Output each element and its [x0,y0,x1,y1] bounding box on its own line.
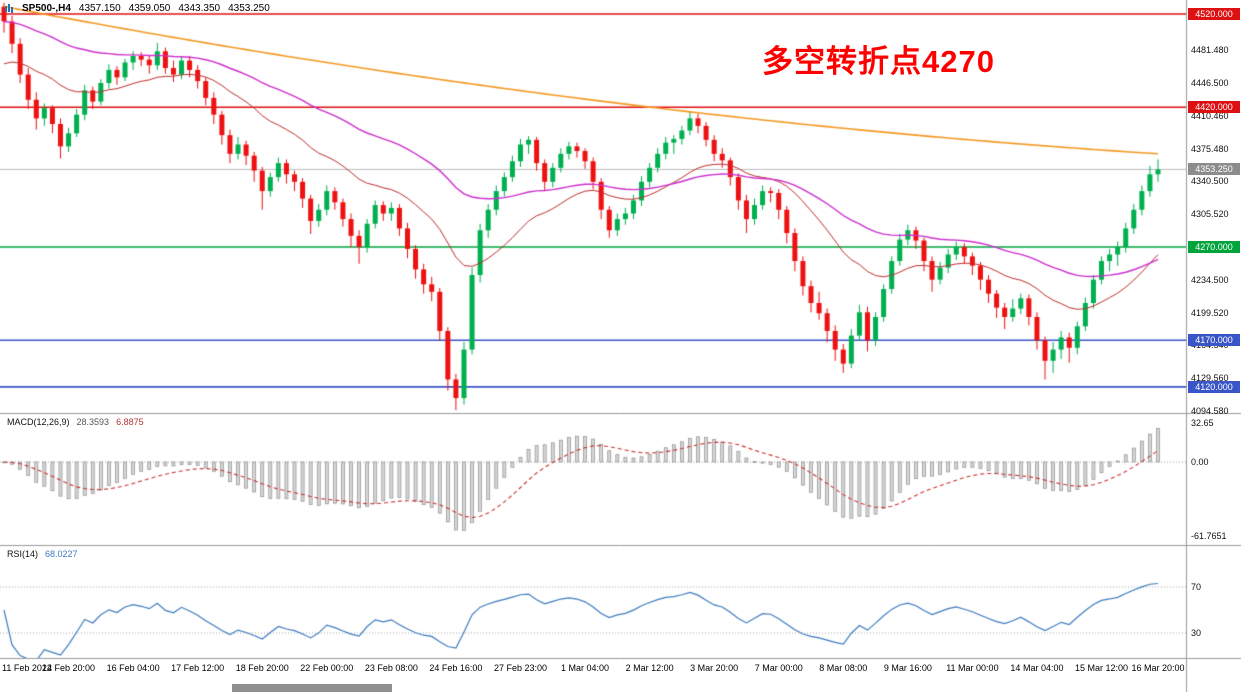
time-axis[interactable]: 11 Feb 2022 14 Feb 20:00 16 Feb 04:00 17 Fe… [0,661,1186,683]
time-axis-label: 9 Mar 16:00 [883,663,932,673]
current-price-label: 4353.250 [1188,163,1240,176]
time-axis-label: 7 Mar 00:00 [754,663,803,673]
time-axis-label: 11 Feb 2022 [2,663,52,673]
time-axis-label: 14 Feb 20:00 [42,663,96,673]
price-axis-tick: 4340.500 [1191,176,1229,187]
price-axis-tick: 4481.480 [1191,44,1229,55]
price-axis-tick: 4446.500 [1191,77,1229,88]
ohlc-open: 4357.150 [78,3,121,14]
price-axis-tick: 4199.520 [1191,307,1229,318]
price-axis-tick: 4094.580 [1191,405,1229,416]
ohlc-low: 4343.350 [178,3,221,14]
candles-chart-icon [5,3,13,13]
macd-signal-value: 6.8875 [116,417,144,427]
time-axis-label: 17 Feb 12:00 [171,663,225,673]
rsi-indicator-label: RSI(14) 68.0227 [7,549,78,559]
price-axis-tick: 4129.560 [1191,372,1229,383]
time-axis-label: 8 Mar 08:00 [819,663,868,673]
ohlc-high: 4359.050 [128,3,171,14]
price-axis-tick: 4410.460 [1191,111,1229,122]
rsi-value: 68.0227 [45,549,78,559]
price-axis-tick: 4305.520 [1191,208,1229,219]
time-axis-label: 15 Mar 12:00 [1074,663,1129,673]
price-axis-tick: 4375.480 [1191,143,1229,154]
time-axis-label: 27 Feb 23:00 [493,663,547,673]
time-axis-label: 16 Mar 20:00 [1131,663,1185,673]
rsi-axis-tick: 70 [1191,581,1202,592]
time-axis-label: 3 Mar 20:00 [690,663,739,673]
ohlc-close: 4353.250 [228,3,270,14]
time-axis-label: 16 Feb 04:00 [106,663,160,673]
h-scrollbar-thumb[interactable] [232,684,392,692]
macd-name: MACD(12,26,9) [7,417,70,427]
price-axis-tick: 4234.500 [1191,275,1229,286]
level-price-label: 4270.000 [1188,241,1240,254]
symbol-name: SP500-,H4 [22,3,71,14]
macd-main-value: 28.3593 [76,417,110,427]
rsi-axis-tick: 30 [1191,628,1202,639]
level-price-label: 4120.000 [1188,380,1240,393]
time-axis-label: 24 Feb 16:00 [429,663,483,673]
time-axis-label: 1 Mar 04:00 [561,663,610,673]
level-price-label: 4420.000 [1188,101,1240,114]
level-price-label: 4170.000 [1188,334,1240,347]
macd-indicator-label: MACD(12,26,9) 28.3593 6.8875 [7,417,144,427]
time-axis-label: 2 Mar 12:00 [625,663,674,673]
time-axis-label: 22 Feb 00:00 [300,663,354,673]
annotation-text: 多空转折点4270 [762,44,995,79]
macd-axis-tick: -61.7651 [1191,530,1227,541]
macd-axis-tick: 0.00 [1191,457,1209,467]
time-axis-label: 23 Feb 08:00 [364,663,418,673]
symbol-ohlc-bar: SP500-,H4 4357.150 4359.050 4343.350 435… [4,3,270,14]
level-price-label: 4520.000 [1188,7,1240,20]
time-axis-label: 11 Mar 00:00 [946,663,999,673]
rsi-name: RSI(14) [7,549,39,559]
time-axis-label: 18 Feb 20:00 [235,663,289,673]
price-axis[interactable]: 4481.480 4446.500 4410.460 4375.480 4340.500… [1187,0,1241,692]
time-axis-label: 14 Mar 04:00 [1010,663,1064,673]
macd-axis-tick: 32.65 [1191,418,1214,429]
